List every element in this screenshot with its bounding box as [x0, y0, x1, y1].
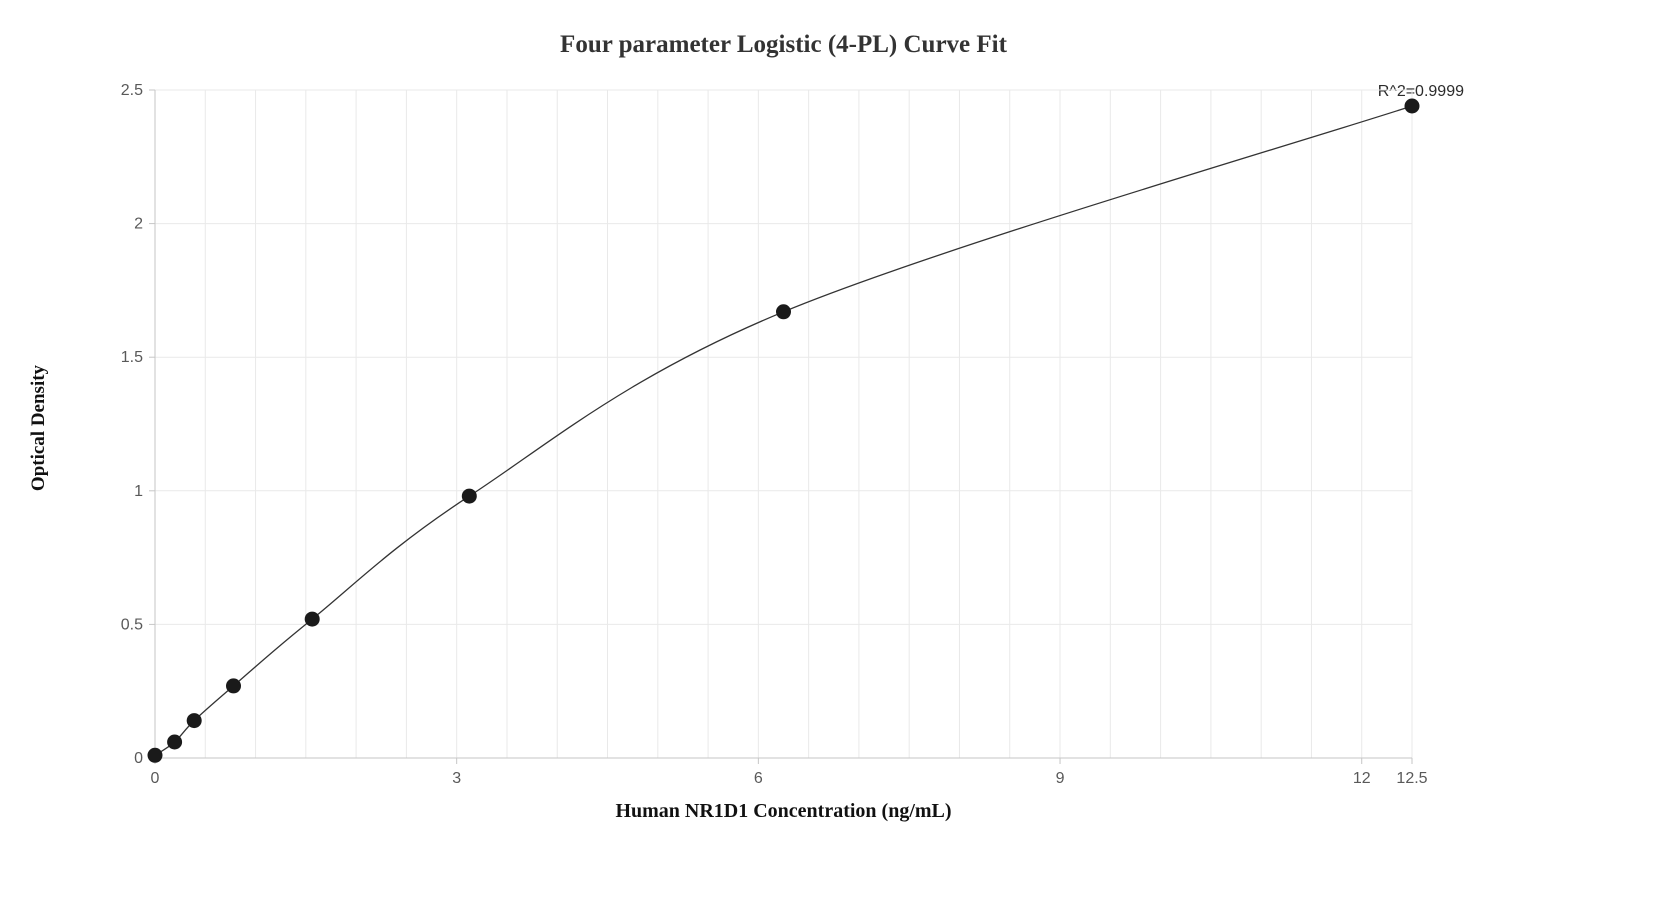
x-tick-label: 12	[1353, 770, 1371, 787]
y-tick-label: 0	[134, 750, 143, 767]
data-point	[1404, 98, 1420, 114]
data-point	[147, 747, 163, 763]
fit-curve-path	[154, 105, 1413, 756]
y-tick-label: 1	[134, 483, 143, 500]
x-tick-label: 12.5	[1396, 770, 1427, 787]
x-axis-title: Human NR1D1 Concentration (ng/mL)	[615, 800, 952, 822]
x-tick-label: 0	[151, 770, 160, 787]
x-tick-label: 6	[754, 770, 763, 787]
x-tick-label: 9	[1056, 770, 1065, 787]
x-tick-label: 3	[452, 770, 461, 787]
axes	[154, 90, 1412, 759]
chart-title: Four parameter Logistic (4-PL) Curve Fit	[560, 31, 1007, 58]
r-squared-annotation: R^2=0.9999	[1377, 83, 1464, 100]
y-tick-label: 0.5	[121, 616, 143, 633]
fit-curve	[154, 105, 1413, 756]
tick-labels: 0 3 6 9 12 12.5 0 0.5 1 1.5 2 2.5	[121, 82, 1428, 787]
data-point	[776, 304, 791, 320]
y-tick-label: 1.5	[121, 349, 143, 366]
y-tick-label: 2	[134, 216, 143, 233]
data-point	[167, 734, 183, 750]
tick-marks	[149, 89, 1413, 764]
data-points	[147, 98, 1420, 763]
y-axis-title: Optical Density	[28, 364, 49, 492]
data-point	[304, 611, 320, 627]
data-point	[461, 488, 477, 504]
data-point	[226, 678, 241, 694]
gridlines	[154, 89, 1413, 759]
y-tick-label: 2.5	[121, 82, 143, 99]
data-point	[186, 713, 202, 729]
